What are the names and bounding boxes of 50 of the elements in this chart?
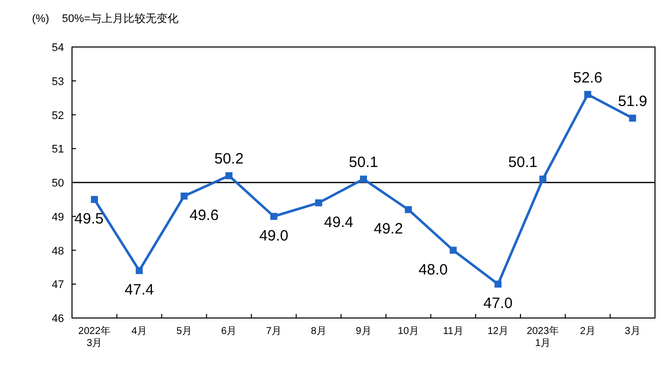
ytick: 52: [52, 110, 64, 122]
point: [450, 246, 457, 254]
xtick: 2023年 1月: [526, 326, 559, 349]
data-label: 49.0: [259, 227, 288, 244]
xtick: 10月: [398, 326, 419, 337]
data-label: 49.6: [190, 207, 219, 224]
point: [225, 172, 232, 180]
data-label: 50.2: [214, 150, 244, 168]
ytick: 48: [52, 245, 64, 258]
ytick: 49: [52, 211, 64, 224]
xtick: 6月: [221, 326, 237, 337]
point: [539, 176, 546, 183]
point: [584, 90, 592, 98]
xtick: 9月: [356, 326, 372, 337]
data-label: 49.5: [74, 210, 104, 228]
ytick: 51: [52, 144, 64, 156]
point: [360, 176, 367, 183]
data-label: 50.1: [348, 154, 378, 172]
ytick: 54: [52, 42, 64, 54]
xtick: 2月: [580, 326, 596, 337]
xtick: 4月: [132, 326, 148, 337]
xtick: 7月: [266, 326, 282, 337]
annotation: 50%=与上月比较无变化: [62, 13, 178, 25]
data-label: 47.0: [483, 295, 513, 312]
point: [629, 114, 636, 122]
point: [180, 192, 188, 200]
point: [494, 280, 502, 288]
point: [270, 212, 278, 220]
point: [315, 199, 322, 206]
xtick: 8月: [310, 326, 326, 337]
ytick: 46: [52, 313, 64, 325]
data-label: 51.9: [618, 93, 648, 110]
data-label: 50.1: [508, 154, 538, 172]
data-label: 47.4: [124, 282, 154, 299]
xtick: 5月: [176, 326, 192, 337]
xtick: 3月: [624, 326, 640, 337]
data-label: 48.0: [418, 261, 448, 278]
point: [90, 196, 98, 203]
data-label: 52.6: [573, 69, 602, 86]
ytick: 53: [52, 76, 64, 88]
xtick: 2022年 3月: [78, 326, 111, 349]
annotation: (%): [32, 13, 50, 25]
xtick: 11月: [443, 326, 464, 337]
data-label: 49.2: [374, 220, 403, 238]
data-label: 49.4: [324, 214, 354, 231]
ytick: 50: [52, 178, 64, 190]
xtick: 12月: [487, 326, 509, 337]
ytick: 47: [52, 279, 64, 292]
point: [404, 206, 412, 214]
point: [136, 267, 143, 274]
